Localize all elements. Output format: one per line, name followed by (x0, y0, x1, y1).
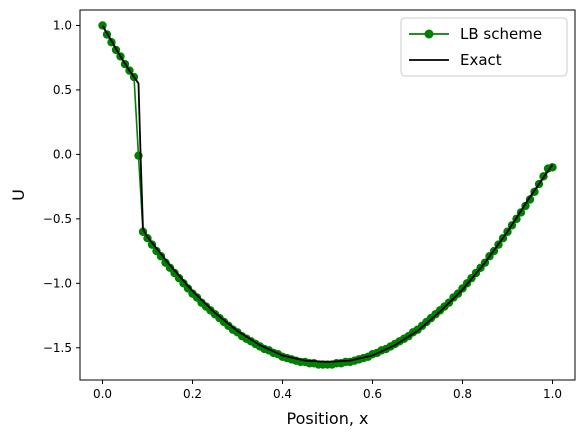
y-tick-label: −1.5 (43, 341, 72, 355)
y-tick-label: 0.0 (53, 147, 72, 161)
x-tick-label: 0.8 (453, 387, 472, 401)
x-tick-label: 0.2 (183, 387, 202, 401)
series-layer (98, 21, 557, 369)
legend-box (400, 17, 568, 77)
series-exact-line (101, 25, 554, 363)
legend: LB scheme Exact (400, 17, 568, 77)
y-axis-label: U (9, 189, 28, 201)
x-axis-label: Position, x (287, 409, 369, 428)
legend-exact-label: Exact (460, 51, 502, 69)
x-axis: 0.0 0.2 0.4 0.6 0.8 1.0 (93, 380, 562, 401)
y-tick-label: 0.5 (53, 83, 72, 97)
x-tick-label: 0.0 (93, 387, 112, 401)
x-tick-label: 0.4 (273, 387, 292, 401)
y-tick-label: 1.0 (53, 18, 72, 32)
lb-scheme-point (147, 240, 157, 249)
x-tick-label: 1.0 (543, 387, 562, 401)
y-axis: 1.0 0.5 0.0 −0.5 −1.0 −1.5 (43, 18, 80, 355)
x-tick-label: 0.6 (363, 387, 382, 401)
lb-scheme-point (156, 252, 166, 261)
plot-frame (79, 9, 576, 381)
plot-area (98, 21, 557, 369)
y-tick-label: −0.5 (43, 212, 72, 226)
legend-lb-marker (424, 29, 434, 39)
y-tick-label: −1.0 (43, 276, 72, 290)
legend-lb-label: LB scheme (460, 25, 542, 43)
lb-scheme-point (548, 163, 557, 172)
